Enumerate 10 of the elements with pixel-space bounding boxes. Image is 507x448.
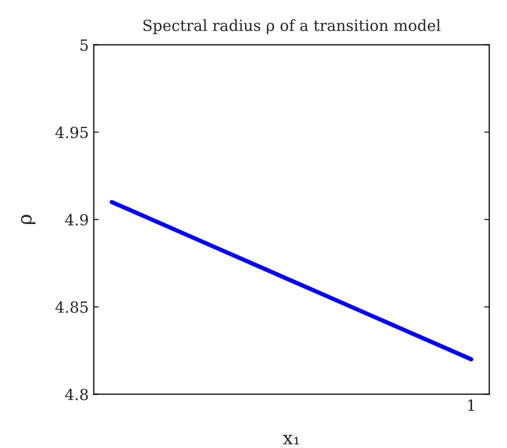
chart-title: Spectral radius ρ of a transition model — [143, 19, 440, 34]
x-tick-label: 1 — [468, 399, 474, 411]
y-tick-label: 4.9 — [65, 214, 88, 226]
y-tick-label: 4.85 — [55, 301, 88, 313]
y-tick-label: 4.95 — [55, 126, 88, 138]
y-tick-label: 5 — [80, 39, 88, 51]
y-axis-title: ρ — [21, 214, 36, 224]
y-tick-label: 4.8 — [65, 388, 88, 400]
line-series — [110, 200, 474, 362]
x-axis-title: x₁ — [283, 434, 299, 444]
